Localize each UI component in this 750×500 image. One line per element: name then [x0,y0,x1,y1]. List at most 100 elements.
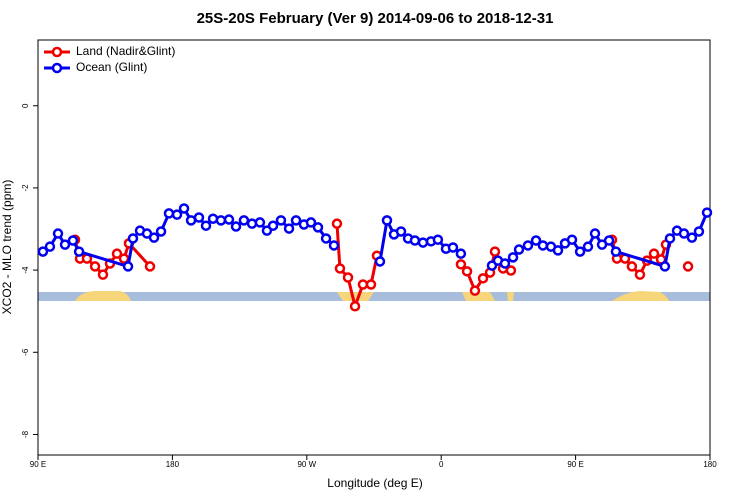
data-point [489,246,501,257]
x-tick-label: 180 [703,460,717,469]
data-point [331,218,343,229]
x-tick-label: 180 [166,460,180,469]
data-point [37,246,49,257]
data-point [686,232,698,243]
y-axis-label: XCO2 - MLO trend (ppm) [0,180,14,315]
legend-marker [51,46,63,58]
data-point [275,215,287,226]
data-point [693,226,705,237]
data-point [246,218,258,229]
data-point [97,269,109,280]
data-point [461,266,473,277]
data-point [634,269,646,280]
data-point [357,279,369,290]
map-strip [38,291,710,301]
land-patch [75,291,131,301]
data-point [320,233,332,244]
data-point [312,222,324,233]
data-point [178,203,190,214]
y-tick-label: -4 [21,266,30,274]
data-point [447,242,459,253]
data-point [530,235,542,246]
data-point [381,215,393,226]
data-point [455,259,467,270]
data-point [230,221,242,232]
chart-title: 25S-20S February (Ver 9) 2014-09-06 to 2… [197,10,554,27]
data-point [215,215,227,226]
data-point [52,228,64,239]
data-point [603,235,615,246]
data-point [44,241,56,252]
data-point [283,223,295,234]
data-point [566,234,578,245]
data-point [122,261,134,272]
data-point [342,272,354,283]
data-point [200,220,212,231]
x-tick-label: 90 E [30,460,46,469]
legend-label: Ocean (Glint) [76,60,147,74]
data-point [59,239,71,250]
data-point [589,228,601,239]
data-point [513,244,525,255]
data-point [193,212,205,223]
data-point [267,220,279,231]
data-point [223,214,235,225]
ocean-strip [38,292,710,301]
data-point [127,233,139,244]
data-point [73,246,85,257]
data-point [505,265,517,276]
y-tick-label: -2 [21,184,30,192]
data-point [67,235,79,246]
data-point [648,248,660,259]
data-point [574,246,586,257]
data-point [395,226,407,237]
data-point [290,215,302,226]
x-tick-label: 90 W [297,460,316,469]
data-point [664,233,676,244]
land-patch [337,292,374,301]
data-point [111,248,123,259]
data-point [610,246,622,257]
data-point [469,285,481,296]
data-point [163,208,175,219]
land-patch [462,292,495,301]
y-tick-label: -6 [21,348,30,356]
data-point [334,263,346,274]
data-point [455,248,467,259]
y-tick-label: -8 [21,430,30,438]
x-tick-label: 0 [439,460,444,469]
data-point [522,240,534,251]
data-point [144,261,156,272]
data-point [701,207,713,218]
data-point [537,240,549,251]
land-patch [612,291,669,301]
data-point [499,258,511,269]
data-point [89,261,101,272]
data-point [552,245,564,256]
legend-label: Land (Nadir&Glint) [76,44,175,58]
data-point [507,252,519,263]
data-point [365,279,377,290]
data-point [171,209,183,220]
data-point [254,217,266,228]
data-point [374,256,386,267]
data-point [678,228,690,239]
y-tick-label: 0 [21,103,30,108]
x-tick-label: 90 E [567,460,583,469]
data-point [477,273,489,284]
x-axis-label: Longitude (deg E) [327,476,422,490]
data-point [328,240,340,251]
data-point [582,241,594,252]
data-point [349,301,361,312]
land-patch [507,292,514,301]
data-point [155,226,167,237]
data-point [148,232,160,243]
data-point [409,235,421,246]
data-point [417,237,429,248]
data-point [626,261,638,272]
data-point [238,215,250,226]
data-point [432,234,444,245]
legend-marker [51,62,63,74]
data-point [682,261,694,272]
